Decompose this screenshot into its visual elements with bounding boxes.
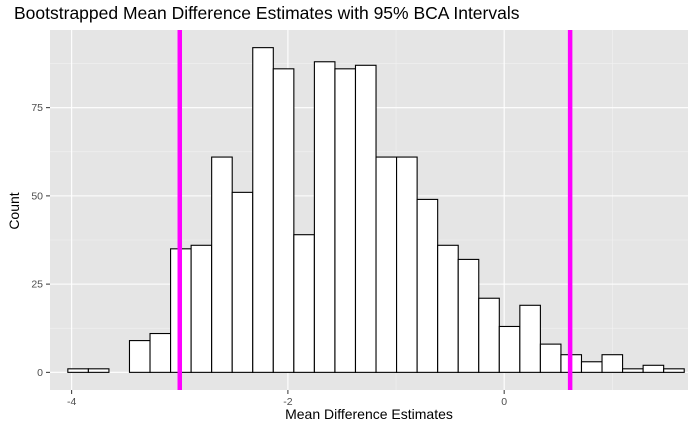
histogram-bar <box>211 156 233 373</box>
histogram-bar <box>457 258 480 373</box>
y-tick-label: 75 <box>31 102 43 114</box>
x-tick-label: -2 <box>283 396 292 408</box>
histogram-bar <box>622 368 644 373</box>
histogram-bar <box>190 244 213 373</box>
x-tick-label: -4 <box>67 396 76 408</box>
interval-lines <box>177 30 573 390</box>
histogram-bar <box>293 234 315 373</box>
histogram-bar <box>478 297 500 373</box>
histogram-bar <box>663 368 685 373</box>
histogram-bar <box>519 304 541 373</box>
histogram-bar <box>539 343 562 373</box>
histogram-bars <box>67 47 685 373</box>
y-tick-label: 25 <box>31 279 43 291</box>
histogram-bar <box>231 191 254 373</box>
x-tick-label: 0 <box>501 396 507 408</box>
y-axis-ticks: 0 25 50 75 <box>31 102 50 379</box>
histogram-bar <box>437 244 459 373</box>
histogram-bar <box>149 332 172 373</box>
x-axis-ticks: -4 -2 0 <box>67 390 507 408</box>
histogram-bar <box>580 361 603 373</box>
histogram-bar <box>67 368 89 373</box>
histogram-bar <box>272 68 295 373</box>
histogram-bar <box>498 325 521 373</box>
histogram-bar <box>416 198 439 373</box>
histogram-bar <box>87 368 110 373</box>
histogram-bar <box>642 364 665 373</box>
histogram-bar <box>252 47 274 373</box>
histogram-bar <box>601 354 624 373</box>
chart-title: Bootstrapped Mean Difference Estimates w… <box>14 3 520 23</box>
y-axis-label: Count <box>6 192 22 230</box>
y-tick-label: 50 <box>31 190 43 202</box>
histogram-bar <box>313 61 336 373</box>
histogram-bar <box>334 68 357 373</box>
y-tick-label: 0 <box>37 367 43 379</box>
histogram-bar <box>354 64 377 373</box>
histogram-bar <box>396 156 418 373</box>
histogram-bar <box>128 340 151 373</box>
histogram-bar <box>375 156 398 373</box>
x-axis-label: Mean Difference Estimates <box>285 406 453 422</box>
